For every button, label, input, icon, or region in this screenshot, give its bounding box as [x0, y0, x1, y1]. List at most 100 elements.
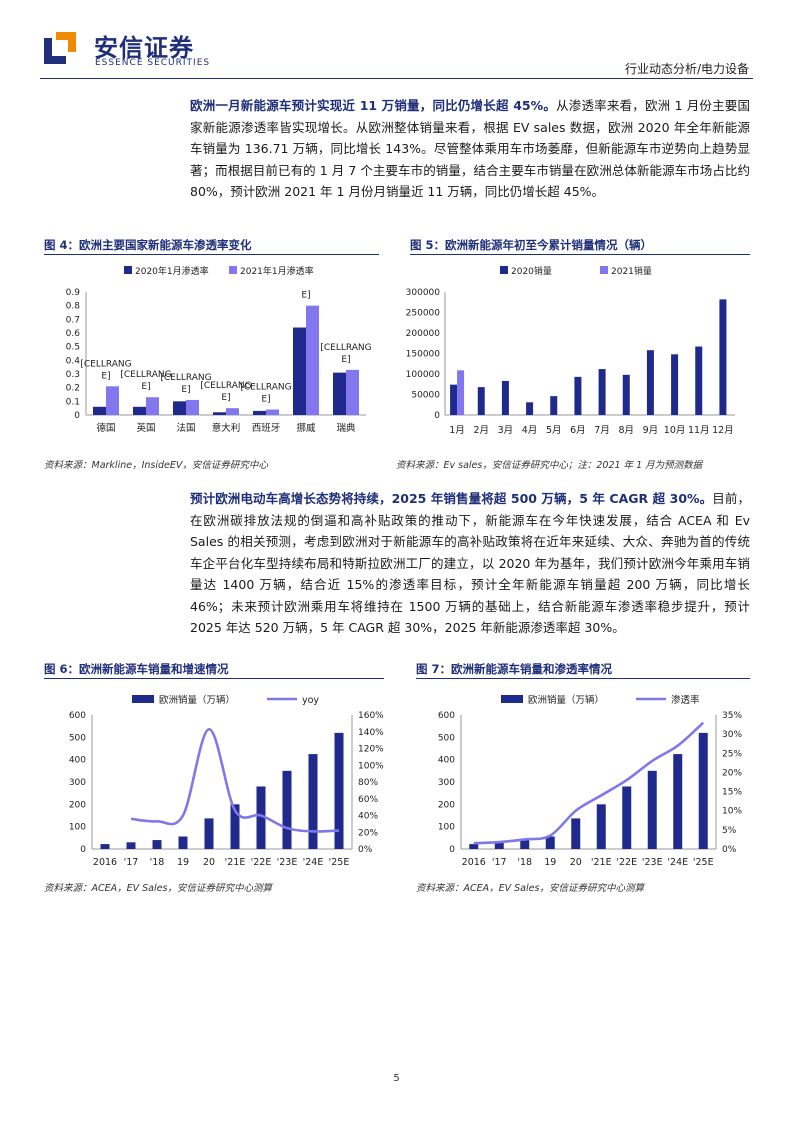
y-tick-label: 0.2 — [66, 384, 80, 394]
y-tick-label: 250000 — [406, 309, 441, 319]
y-tick-label: 200000 — [406, 329, 441, 339]
legend-swatch — [501, 695, 523, 703]
legend-label: 2021销量 — [611, 265, 652, 277]
bar — [646, 350, 654, 415]
report-category: 行业动态分析/电力设备 — [624, 62, 749, 76]
paragraph-body: 从渗透率来看，欧洲 1 月份主要国家新能源渗透率皆实现增长。从欧洲整体销量来看，… — [190, 98, 751, 199]
bar — [293, 327, 306, 415]
figure-4-rule — [44, 254, 379, 255]
x-tick-label: '25E — [329, 857, 350, 868]
bar — [126, 842, 136, 849]
bar — [204, 818, 214, 849]
x-tick-label: 英国 — [136, 422, 155, 434]
y-tick-label: 0.4 — [66, 356, 81, 366]
x-tick-label: 1月 — [449, 425, 465, 436]
bar — [719, 299, 727, 415]
bar — [622, 786, 632, 849]
paragraph-lead: 欧洲一月新能源车预计实现近 11 万销量，同比仍增长超 45%。 — [190, 98, 557, 113]
x-tick-label: 意大利 — [212, 422, 241, 434]
y-tick-label: 150000 — [406, 350, 441, 360]
figure-6-rule — [44, 678, 384, 679]
figure-7-title: 图 7：欧洲新能源车销量和渗透率情况 — [416, 662, 613, 676]
bar — [106, 386, 119, 415]
x-tick-label: '21E — [591, 857, 612, 868]
brand-name-cn: 安信证券 — [94, 34, 194, 62]
bar — [253, 410, 266, 415]
x-tick-label: '23E — [642, 857, 663, 868]
y-right-tick-label: 0% — [722, 845, 737, 855]
bar — [186, 399, 199, 415]
y-tick-label: 0.8 — [66, 302, 81, 312]
y-tick-label: 100000 — [406, 370, 441, 380]
x-tick-label: '24E — [667, 857, 688, 868]
bar — [622, 374, 630, 415]
y-left-tick-label: 100 — [69, 823, 86, 833]
y-left-tick-label: 500 — [69, 733, 86, 743]
bar — [333, 372, 346, 415]
paragraph-europe-january: 欧洲一月新能源车预计实现近 11 万销量，同比仍增长超 45%。从渗透率来看，欧… — [190, 95, 750, 203]
bar — [647, 770, 657, 849]
data-annotation: [CELLRANG — [80, 359, 131, 369]
page-number: 5 — [393, 1073, 400, 1084]
bar — [457, 370, 465, 415]
y-tick-label: 0.9 — [66, 288, 81, 298]
x-tick-label: 10月 — [664, 425, 686, 436]
data-annotation: E] — [221, 393, 230, 403]
bar — [673, 754, 683, 849]
x-tick-label: 法国 — [176, 422, 195, 434]
bar — [598, 369, 606, 415]
data-annotation: E] — [141, 382, 150, 392]
legend-label: 欧洲销量（万辆） — [159, 694, 235, 706]
figure-4-title: 图 4：欧洲主要国家新能源车渗透率变化 — [44, 238, 252, 252]
y-tick-label: 0.3 — [66, 370, 80, 380]
bar — [306, 305, 319, 415]
x-tick-label: '22E — [616, 857, 637, 868]
y-left-tick-label: 100 — [438, 823, 455, 833]
data-annotation: E] — [181, 385, 190, 395]
data-annotation: [CELLRANG — [240, 383, 291, 393]
bar — [571, 818, 581, 849]
bar — [526, 402, 534, 415]
data-annotation: [CELLRANG — [120, 370, 171, 380]
figure-5-source: 资料来源：Ev sales，安信证券研究中心；注：2021 年 1 月为预测数据 — [396, 460, 703, 471]
bar — [469, 844, 479, 849]
x-tick-label: '25E — [693, 857, 714, 868]
figure-6-source: 资料来源：ACEA，EV Sales，安信证券研究中心测算 — [44, 883, 272, 894]
chart-fig5-monthly-sales: 0 50000 100000 150000 200000 250000 300000 1月 2月… — [406, 265, 735, 436]
bar — [450, 384, 458, 415]
x-tick-label: 5月 — [546, 425, 562, 436]
x-tick-label: 德国 — [96, 422, 115, 434]
y-right-tick-label: 40% — [358, 812, 378, 822]
x-tick-label: '18 — [517, 857, 532, 868]
x-tick-label: 7月 — [594, 425, 610, 436]
y-tick-label: 0.6 — [66, 329, 81, 339]
legend-label: 2021年1月渗透率 — [240, 265, 314, 277]
y-left-tick-label: 600 — [69, 711, 86, 721]
data-annotation: E] — [341, 355, 350, 365]
bar — [256, 786, 266, 849]
y-tick-label: 0 — [74, 411, 80, 421]
x-tick-label: '23E — [277, 857, 298, 868]
y-right-tick-label: 140% — [358, 728, 384, 738]
bar — [574, 376, 582, 415]
bar — [520, 840, 530, 849]
bar — [698, 732, 708, 849]
y-tick-label: 300000 — [406, 288, 441, 298]
legend-label: 渗透率 — [671, 694, 700, 706]
x-tick-label: 8月 — [618, 425, 634, 436]
brand-name-en: ESSENCE SECURITIES — [95, 58, 211, 68]
y-left-tick-label: 300 — [69, 778, 86, 788]
y-left-tick-label: 300 — [438, 778, 455, 788]
bar — [226, 408, 239, 415]
legend-label: yoy — [302, 695, 319, 706]
x-tick-label: 20 — [203, 857, 215, 868]
x-tick-label: 12月 — [712, 425, 734, 436]
y-left-tick-label: 0 — [449, 845, 455, 855]
bar — [152, 840, 162, 849]
y-left-tick-label: 200 — [69, 800, 86, 810]
bar — [178, 836, 188, 849]
y-right-tick-label: 30% — [722, 730, 742, 740]
figure-4-source: 资料来源：Markline，InsideEV，安信证券研究中心 — [44, 460, 268, 471]
y-right-tick-label: 35% — [722, 711, 742, 721]
bar — [671, 354, 679, 415]
